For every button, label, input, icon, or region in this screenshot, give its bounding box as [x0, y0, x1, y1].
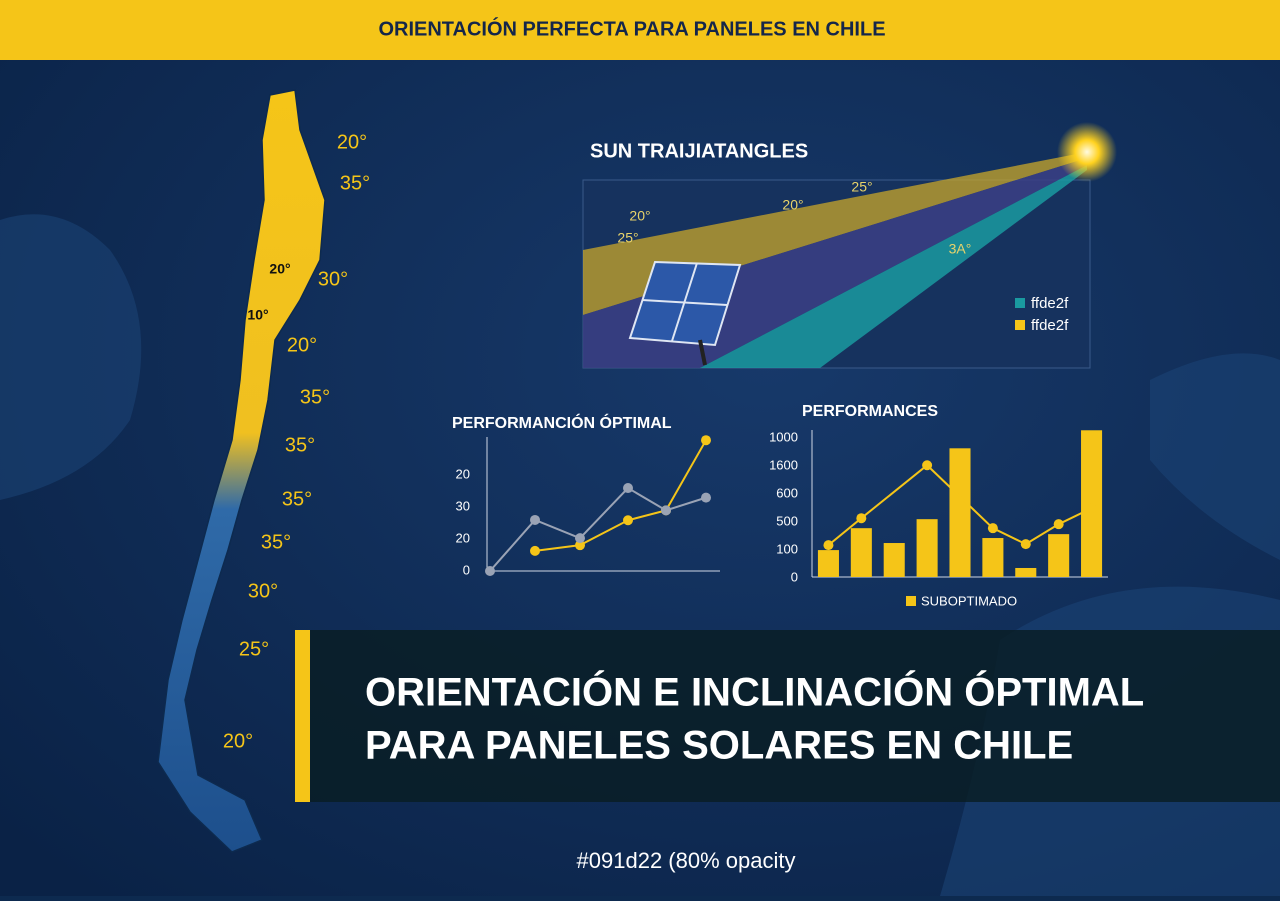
map-angle-label: 35°	[285, 434, 315, 456]
banner-line: PARA PANELES SOLARES EN CHILE	[365, 724, 1073, 768]
sun-title: SUN TRAIJIATANGLES	[590, 140, 808, 162]
line-point	[530, 545, 540, 556]
line-point	[823, 540, 834, 551]
chart-title: PERFORMANCES	[802, 403, 938, 420]
bar	[883, 543, 905, 577]
line-series	[489, 486, 707, 572]
legend-swatch	[906, 596, 916, 606]
banner	[295, 630, 1280, 802]
sun-angle-label: 20°	[782, 197, 803, 213]
map-angle-label: 35°	[300, 386, 330, 408]
y-axis-label: 600	[776, 485, 798, 500]
y-axis-label: 100	[776, 541, 798, 556]
map-angle-label: 10°	[247, 307, 268, 323]
sun-beam	[700, 165, 1087, 368]
sun-angle-label: 3A°	[949, 241, 972, 257]
map-angle-label: 30°	[318, 268, 348, 290]
line-point	[530, 514, 540, 525]
bar	[949, 448, 971, 577]
banner-line: ORIENTACIÓN E INCLINACIÓN ÓPTIMAL	[365, 669, 1144, 715]
line-point	[701, 492, 711, 503]
y-axis-label: 0	[463, 562, 470, 577]
line-point	[575, 533, 585, 544]
solar-panel	[628, 260, 742, 366]
footer-note: #091d22 (80% opacity	[577, 848, 796, 873]
line-point	[922, 460, 933, 471]
line-point	[1053, 519, 1064, 530]
y-axis-label: 20	[456, 530, 470, 545]
map-angle-label: 25°	[239, 638, 269, 660]
line-point	[575, 540, 585, 551]
line-point	[661, 505, 671, 516]
legend-swatch	[1015, 320, 1025, 330]
bar	[817, 550, 839, 577]
line-point	[485, 566, 495, 576]
bar	[850, 528, 872, 577]
map-angle-label: 20°	[337, 131, 367, 153]
chart-title: PERFORMANCIÓN ÓPTIMAL	[452, 413, 672, 432]
y-axis-label: 1000	[769, 429, 798, 444]
line-point	[623, 515, 633, 526]
map-angle-label: 30°	[248, 580, 278, 602]
map-angle-label: 35°	[261, 531, 291, 553]
bar	[1015, 567, 1037, 577]
header-bar	[0, 0, 1280, 60]
line-point	[987, 523, 998, 534]
y-axis-label: 500	[776, 513, 798, 528]
bar	[1048, 534, 1070, 577]
map-angle-label: 20°	[223, 730, 253, 752]
map-angle-label: 20°	[287, 334, 317, 356]
y-axis-label: 1600	[769, 457, 798, 472]
sun-angle-label: 20°	[629, 208, 650, 224]
y-axis-label: 0	[791, 569, 798, 584]
line-point	[1020, 539, 1031, 550]
legend-swatch	[1015, 298, 1025, 308]
line-point	[623, 483, 633, 494]
land-shapes	[0, 214, 1280, 897]
legend-label: SUBOPTIMADO	[921, 593, 1017, 608]
map-angle-label: 35°	[340, 172, 370, 194]
map-angle-label: 35°	[282, 488, 312, 510]
y-axis-label: 20	[456, 466, 470, 481]
line-point	[1086, 503, 1097, 514]
line-point	[701, 435, 711, 446]
chile-map	[157, 89, 326, 853]
legend-label: ffde2f	[1031, 317, 1069, 334]
map-angle-label: 20°	[269, 261, 290, 277]
bar	[982, 538, 1004, 577]
sun-angle-label: 25°	[851, 179, 872, 195]
legend-label: ffde2f	[1031, 295, 1069, 312]
bar	[916, 519, 938, 577]
banner-accent	[295, 630, 310, 802]
line-point	[856, 513, 867, 524]
sun-angle-label: 25°	[617, 230, 638, 246]
y-axis-label: 30	[456, 498, 470, 513]
sun	[1057, 122, 1117, 182]
header-title: ORIENTACIÓN PERFECTA PARA PANELES EN CHI…	[378, 16, 885, 40]
